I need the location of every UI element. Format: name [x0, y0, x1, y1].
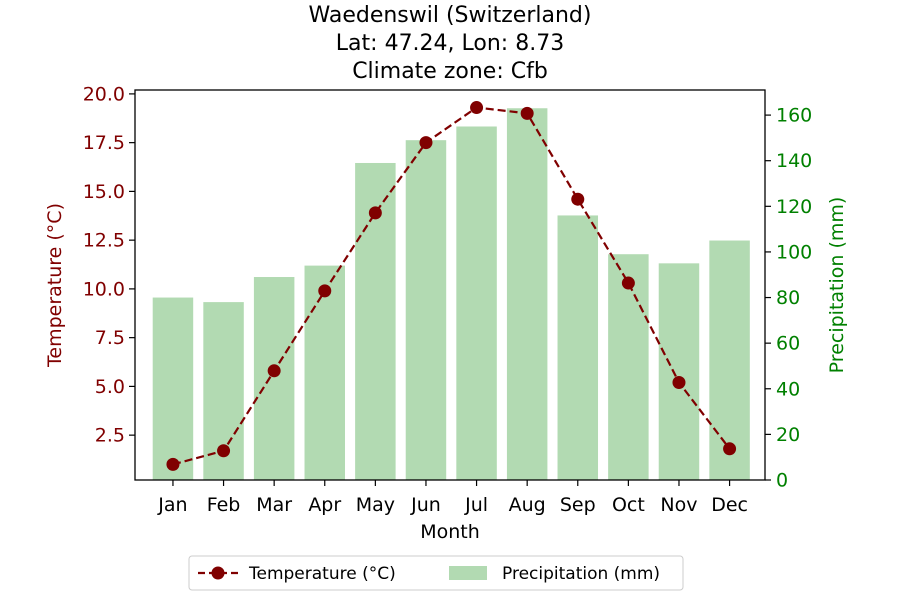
x-tick-label-aug: Aug [509, 494, 546, 516]
temperature-point-apr [318, 284, 332, 298]
precipitation-bar-mar [253, 277, 295, 480]
temperature-point-jul [470, 101, 484, 115]
x-tick-label-jun: Jun [410, 494, 441, 516]
x-tick-label-mar: Mar [256, 494, 292, 516]
chart-title-line-2: Lat: 47.24, Lon: 8.73 [336, 31, 564, 56]
left-y-tick-label: 17.5 [83, 132, 125, 154]
temperature-point-aug [520, 106, 534, 120]
precipitation-bar-nov [658, 263, 700, 480]
precipitation-bar-jun [405, 140, 447, 480]
x-axis-label: Month [420, 521, 480, 543]
x-tick-label-may: May [356, 494, 395, 516]
x-tick-label-jan: Jan [157, 494, 187, 516]
x-tick-label-feb: Feb [207, 494, 241, 516]
x-tick-label-apr: Apr [308, 494, 341, 516]
legend-temperature-label: Temperature (°C) [248, 564, 396, 584]
x-tick-label-sep: Sep [560, 494, 596, 516]
x-tick-label-dec: Dec [711, 494, 748, 516]
precipitation-bar-aug [506, 108, 548, 481]
left-y-tick-label: 15.0 [83, 181, 125, 203]
x-tick-label-jul: Jul [464, 494, 488, 516]
temperature-point-dec [723, 442, 737, 456]
left-y-tick-label: 2.5 [95, 425, 125, 447]
temperature-point-mar [267, 364, 281, 378]
legend-precipitation-swatch [449, 566, 487, 580]
legend-frame [188, 555, 684, 591]
right-y-tick-label: 120 [776, 196, 812, 218]
precipitation-bar-sep [557, 215, 599, 480]
x-axis: Jan Feb Mar Apr May Jun Jul Aug Sep Oct Nov Dec [157, 480, 748, 516]
temperature-point-sep [571, 192, 585, 206]
right-y-tick-label: 160 [776, 105, 812, 127]
precipitation-bar-apr [304, 265, 345, 480]
right-y-tick-label: 140 [776, 150, 812, 172]
precipitation-bar-jul [456, 126, 497, 481]
left-y-axis: 2.5 5.0 7.5 10.0 12.5 15.0 17.5 20.0 [83, 83, 135, 447]
left-y-axis-label: Temperature (°C) [44, 203, 66, 368]
left-y-tick-label: 5.0 [95, 376, 125, 398]
plot-area-frame [134, 89, 766, 481]
right-y-axis: 0 20 40 60 80 100 120 140 160 [765, 105, 812, 492]
left-y-tick-label: 12.5 [83, 230, 125, 252]
x-tick-label-oct: Oct [612, 494, 645, 516]
temperature-line [172, 106, 731, 466]
right-y-tick-label: 80 [776, 287, 800, 309]
temperature-point-may [368, 206, 382, 220]
temperature-point-feb [217, 444, 231, 458]
left-y-tick-label: 10.0 [83, 278, 125, 300]
x-tick-label-nov: Nov [660, 494, 697, 516]
right-y-tick-label: 40 [776, 378, 800, 400]
chart-title: Waedenswil (Switzerland) Lat: 47.24, Lon… [309, 3, 592, 84]
precipitation-bars [152, 108, 750, 481]
chart-title-line-3: Climate zone: Cfb [352, 59, 548, 84]
temperature-point-jun [419, 136, 433, 150]
right-y-tick-label: 100 [776, 241, 812, 263]
chart-title-line-1: Waedenswil (Switzerland) [309, 3, 592, 28]
legend: Temperature (°C) Precipitation (mm) [188, 555, 684, 591]
legend-temperature-marker [211, 566, 225, 580]
right-y-tick-label: 0 [776, 470, 788, 492]
right-y-tick-label: 20 [776, 424, 800, 446]
left-y-tick-label: 7.5 [95, 327, 125, 349]
temperature-point-oct [621, 276, 635, 290]
right-y-tick-label: 60 [776, 333, 800, 355]
precipitation-bar-jan [152, 297, 194, 480]
right-y-axis-label: Precipitation (mm) [826, 197, 848, 374]
legend-precipitation-label: Precipitation (mm) [502, 564, 660, 584]
precipitation-bar-dec [709, 240, 750, 480]
temperature-point-jan [166, 457, 180, 471]
left-y-tick-label: 20.0 [83, 83, 125, 105]
temperature-line-series [166, 101, 737, 471]
precipitation-bar-oct [608, 254, 649, 480]
temperature-point-nov [672, 376, 686, 389]
